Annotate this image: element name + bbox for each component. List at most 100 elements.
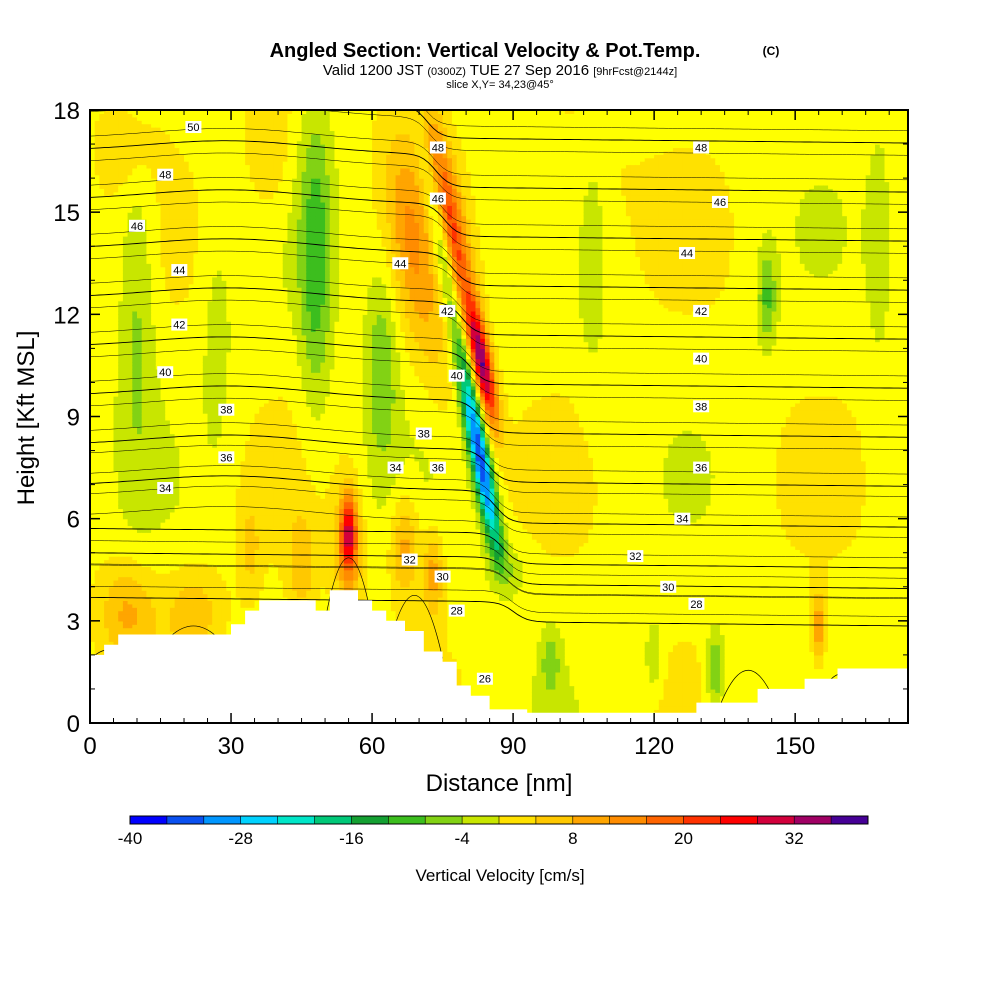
- velocity-cell: [155, 287, 162, 292]
- velocity-cell: [141, 161, 148, 166]
- velocity-cell: [198, 280, 204, 285]
- velocity-cell: [137, 372, 143, 377]
- velocity-cell: [207, 113, 213, 118]
- velocity-cell: [127, 566, 133, 571]
- velocity-cell: [216, 501, 223, 506]
- velocity-cell: [141, 263, 148, 268]
- velocity-cell: [179, 133, 185, 138]
- velocity-cell: [122, 133, 129, 138]
- velocity-cell: [132, 382, 138, 387]
- velocity-cell: [169, 467, 176, 472]
- velocity-cell: [193, 205, 199, 210]
- velocity-cell: [202, 481, 209, 486]
- velocity-cell: [99, 637, 105, 642]
- velocity-cell: [179, 494, 185, 499]
- velocity-cell: [151, 617, 157, 622]
- velocity-cell: [155, 327, 162, 332]
- velocity-cell: [137, 607, 143, 612]
- velocity-cell: [137, 123, 143, 128]
- velocity-cell: [122, 365, 129, 370]
- velocity-cell: [184, 372, 190, 377]
- velocity-cell: [174, 522, 180, 527]
- velocity-cell: [132, 600, 138, 605]
- velocity-cell: [198, 385, 204, 390]
- velocity-cell: [118, 556, 124, 561]
- velocity-cell: [216, 620, 223, 625]
- velocity-cell: [202, 273, 209, 278]
- velocity-cell: [108, 372, 115, 377]
- velocity-cell: [132, 488, 138, 493]
- velocity-cell: [94, 505, 100, 510]
- velocity-cell: [155, 430, 162, 435]
- velocity-cell: [108, 321, 115, 326]
- velocity-cell: [99, 379, 105, 384]
- velocity-cell: [146, 614, 152, 619]
- velocity-cell: [113, 208, 119, 213]
- velocity-cell: [137, 406, 143, 411]
- velocity-cell: [202, 307, 209, 312]
- velocity-cell: [179, 161, 185, 166]
- velocity-cell: [151, 525, 157, 530]
- velocity-cell: [198, 498, 204, 503]
- velocity-cell: [113, 423, 119, 428]
- velocity-cell: [193, 184, 199, 189]
- velocity-cell: [141, 525, 148, 530]
- velocity-cell: [108, 515, 115, 520]
- velocity-cell: [174, 620, 180, 625]
- velocity-cell: [155, 593, 162, 598]
- velocity-cell: [212, 317, 218, 322]
- velocity-cell: [202, 617, 209, 622]
- velocity-cell: [132, 293, 138, 298]
- velocity-cell: [155, 133, 162, 138]
- velocity-cell: [151, 242, 157, 247]
- velocity-cell: [184, 137, 190, 142]
- velocity-cell: [151, 545, 157, 550]
- velocity-cell: [151, 334, 157, 339]
- velocity-cell: [188, 596, 195, 601]
- velocity-cell: [113, 225, 119, 230]
- velocity-cell: [202, 406, 209, 411]
- velocity-cell: [122, 208, 129, 213]
- velocity-cell: [99, 419, 105, 424]
- velocity-cell: [90, 280, 96, 285]
- velocity-cell: [127, 402, 133, 407]
- velocity-cell: [113, 620, 119, 625]
- velocity-cell: [207, 607, 213, 612]
- velocity-cell: [118, 198, 124, 203]
- velocity-cell: [174, 218, 180, 223]
- velocity-cell: [118, 123, 124, 128]
- velocity-cell: [202, 467, 209, 472]
- velocity-cell: [127, 348, 133, 353]
- velocity-cell: [113, 474, 119, 479]
- velocity-cell: [165, 433, 171, 438]
- velocity-cell: [104, 365, 110, 370]
- velocity-cell: [207, 266, 213, 271]
- velocity-cell: [99, 596, 105, 601]
- velocity-cell: [113, 375, 119, 380]
- velocity-cell: [127, 232, 133, 237]
- velocity-cell: [104, 249, 110, 254]
- velocity-cell: [169, 147, 176, 152]
- velocity-cell: [99, 590, 105, 595]
- velocity-cell: [108, 576, 115, 581]
- velocity-cell: [165, 222, 171, 227]
- velocity-cell: [141, 351, 148, 356]
- velocity-cell: [188, 110, 195, 115]
- velocity-cell: [155, 566, 162, 571]
- velocity-cell: [113, 481, 119, 486]
- velocity-cell: [165, 201, 171, 206]
- velocity-cell: [212, 426, 218, 431]
- velocity-cell: [184, 603, 190, 608]
- velocity-cell: [94, 181, 100, 186]
- velocity-cell: [193, 191, 199, 196]
- velocity-cell: [160, 559, 166, 564]
- velocity-cell: [113, 590, 119, 595]
- velocity-cell: [188, 140, 195, 145]
- velocity-cell: [113, 450, 119, 455]
- velocity-cell: [174, 453, 180, 458]
- velocity-cell: [99, 225, 105, 230]
- velocity-cell: [127, 266, 133, 271]
- velocity-cell: [202, 167, 209, 172]
- velocity-cell: [94, 498, 100, 503]
- velocity-cell: [113, 266, 119, 271]
